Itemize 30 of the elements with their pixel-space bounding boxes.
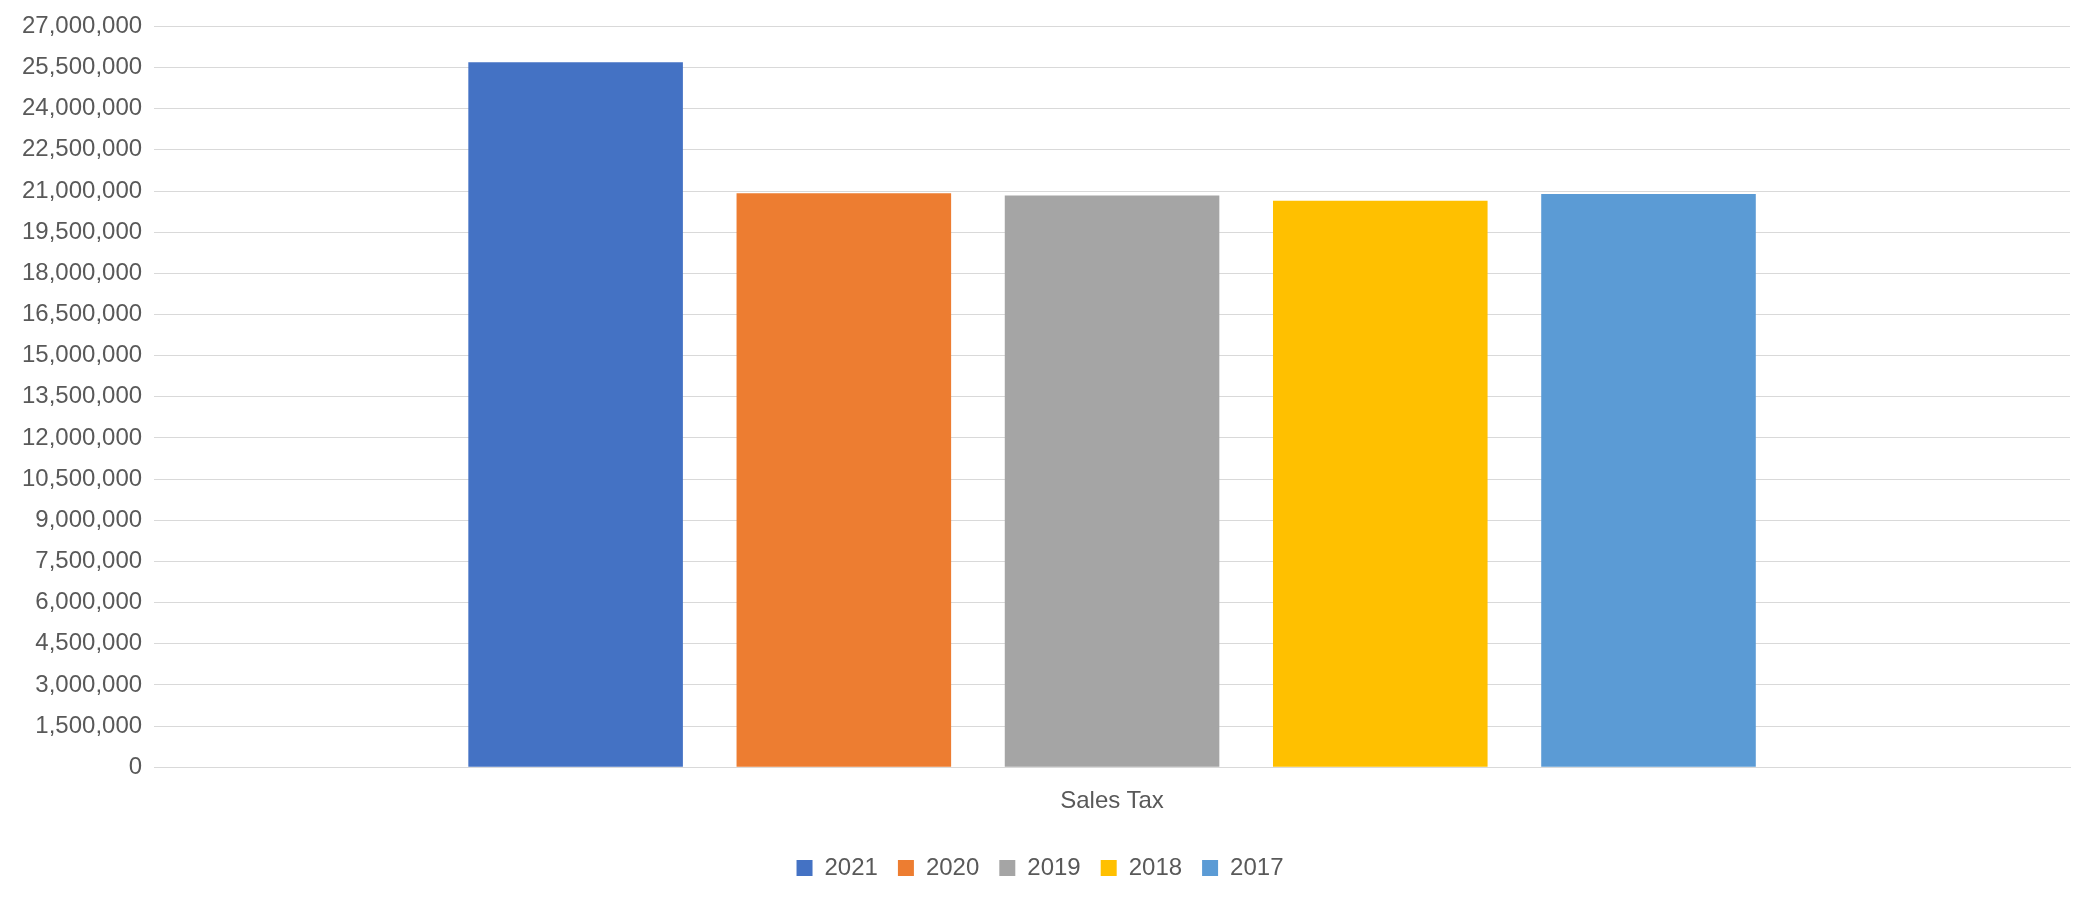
y-tick-label: 25,500,000 bbox=[21, 52, 143, 80]
y-tick-label: 6,000,000 bbox=[35, 587, 143, 615]
y-tick-label: 15,000,000 bbox=[21, 340, 143, 368]
bar bbox=[1004, 195, 1220, 767]
legend-label: 2017 bbox=[1230, 852, 1284, 880]
y-tick-label: 12,000,000 bbox=[21, 422, 143, 450]
legend-label: 2018 bbox=[1128, 852, 1183, 880]
legend-label: 2021 bbox=[824, 852, 878, 880]
y-tick-label: 16,500,000 bbox=[21, 299, 143, 327]
y-tick-label: 1,500,000 bbox=[35, 710, 143, 738]
bar bbox=[1541, 194, 1756, 767]
bar bbox=[468, 62, 683, 767]
y-tick-label: 9,000,000 bbox=[35, 504, 143, 532]
legend-label: 2019 bbox=[1027, 852, 1081, 880]
y-tick-label: 18,000,000 bbox=[21, 257, 143, 285]
y-tick-label: 21,000,000 bbox=[21, 175, 143, 203]
x-tick-label: Sales Tax bbox=[1060, 786, 1164, 814]
y-tick-label: 0 bbox=[128, 751, 143, 779]
y-tick-label: 3,000,000 bbox=[35, 669, 143, 697]
y-tick-label: 27,000,000 bbox=[21, 11, 143, 39]
y-tick-label: 4,500,000 bbox=[35, 628, 143, 656]
y-tick-label: 24,000,000 bbox=[21, 93, 143, 121]
y-tick-label: 7,500,000 bbox=[35, 546, 143, 574]
legend-label: 2020 bbox=[925, 852, 980, 880]
y-tick-label: 22,500,000 bbox=[21, 134, 143, 162]
bar bbox=[736, 193, 952, 767]
y-tick-label: 13,500,000 bbox=[21, 381, 143, 409]
y-tick-label: 19,500,000 bbox=[21, 216, 143, 244]
bar bbox=[1272, 200, 1488, 767]
y-tick-label: 10,500,000 bbox=[21, 463, 143, 491]
